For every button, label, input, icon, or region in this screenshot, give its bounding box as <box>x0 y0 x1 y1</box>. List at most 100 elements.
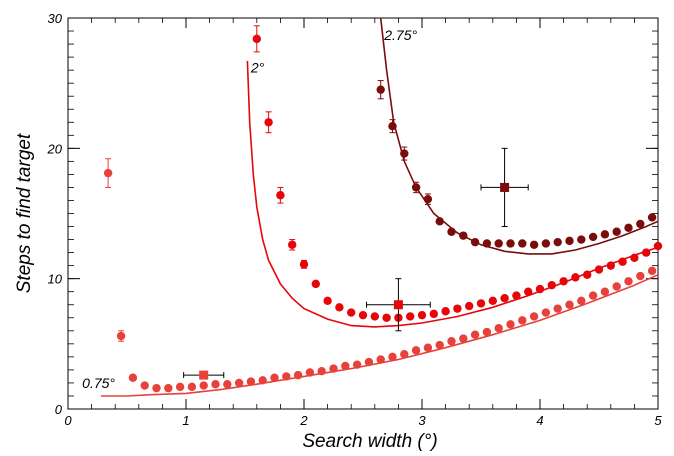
data-point <box>553 304 562 313</box>
data-point <box>553 237 562 247</box>
data-point <box>288 240 297 249</box>
data-point <box>653 241 663 251</box>
plot-frame <box>67 17 659 410</box>
data-point <box>423 194 433 204</box>
data-point <box>541 308 551 317</box>
data-point <box>612 282 621 291</box>
data-point <box>624 277 633 286</box>
x-tick-label: 3 <box>418 413 426 428</box>
y-tick-label: 20 <box>47 141 63 156</box>
data-point <box>370 312 379 321</box>
y-tick-label: 10 <box>48 272 63 287</box>
x-tick-label: 0 <box>64 413 72 428</box>
model-points <box>183 147 529 380</box>
data-point <box>270 373 279 382</box>
data-point <box>583 270 592 279</box>
data-point <box>223 380 232 389</box>
data-point <box>323 296 332 306</box>
data-point <box>618 257 627 266</box>
x-tick-label: 1 <box>182 413 189 428</box>
data-point <box>199 381 208 390</box>
y-tick-label: 0 <box>55 402 63 417</box>
data-point <box>103 168 113 178</box>
data-point <box>299 260 309 269</box>
data-point <box>347 308 356 317</box>
data-point <box>364 357 374 367</box>
data-point <box>376 85 385 94</box>
data-point <box>518 316 527 325</box>
data-point <box>500 294 509 303</box>
data-point <box>547 280 556 290</box>
data-point <box>529 312 539 321</box>
data-point <box>612 227 621 236</box>
data-point <box>116 331 126 341</box>
y-tick-label: 30 <box>48 11 63 26</box>
data-point <box>400 149 409 158</box>
data-point <box>264 118 273 127</box>
data-point <box>187 382 197 392</box>
model-curve <box>246 60 659 328</box>
curve-label: 2.75° <box>383 27 417 43</box>
data-point <box>335 303 344 312</box>
data-point <box>506 239 515 248</box>
data-point <box>506 320 515 329</box>
data-point <box>128 373 138 382</box>
data-point <box>470 237 480 247</box>
data-point <box>647 266 657 276</box>
data-point <box>588 232 598 242</box>
data-point <box>400 350 409 359</box>
x-axis-label: Search width (°) <box>302 431 437 452</box>
data-point <box>465 301 474 311</box>
data-point <box>376 355 385 364</box>
data-point <box>406 312 415 321</box>
data-point <box>252 34 261 44</box>
data-point <box>494 323 503 333</box>
data-point <box>453 304 462 313</box>
data-point <box>388 352 397 362</box>
data-point <box>630 253 639 263</box>
data-point <box>417 310 427 320</box>
data-point <box>565 236 574 246</box>
data-point <box>441 307 450 316</box>
data-point <box>282 372 291 381</box>
data-point <box>524 287 533 296</box>
data-point <box>435 340 444 350</box>
data-points <box>103 25 663 393</box>
data-point <box>246 377 256 386</box>
data-point <box>642 248 651 257</box>
data-point <box>429 309 438 319</box>
x-tick-label: 2 <box>299 413 308 428</box>
data-point <box>447 227 456 236</box>
data-point <box>518 239 527 248</box>
data-point <box>559 277 568 286</box>
data-point <box>311 279 320 289</box>
data-point <box>571 273 580 282</box>
x-tick-label: 5 <box>654 413 662 428</box>
model-curve <box>379 17 659 255</box>
data-point <box>258 376 267 385</box>
data-point <box>482 327 492 337</box>
data-point <box>352 360 362 369</box>
data-point <box>305 368 315 377</box>
data-point <box>382 313 391 322</box>
data-point <box>293 370 303 380</box>
data-point <box>164 383 173 393</box>
data-point <box>276 191 285 200</box>
data-point <box>529 240 539 249</box>
axes: 0 1 2 3 4 5 0 10 20 30 <box>47 11 663 428</box>
data-point <box>535 284 545 294</box>
model-point <box>199 370 209 380</box>
data-point <box>624 223 633 233</box>
curve-label: 2° <box>250 60 265 76</box>
labels: Search width (°) Steps to find target 0.75… <box>14 27 438 452</box>
data-point <box>388 121 397 131</box>
data-point <box>565 300 574 309</box>
data-point <box>600 287 610 296</box>
data-point <box>606 261 615 270</box>
data-point <box>459 231 468 240</box>
data-point <box>411 346 421 355</box>
data-point <box>175 382 185 392</box>
data-point <box>140 381 149 390</box>
data-point <box>577 235 586 244</box>
curve-label: 0.75° <box>82 375 115 391</box>
